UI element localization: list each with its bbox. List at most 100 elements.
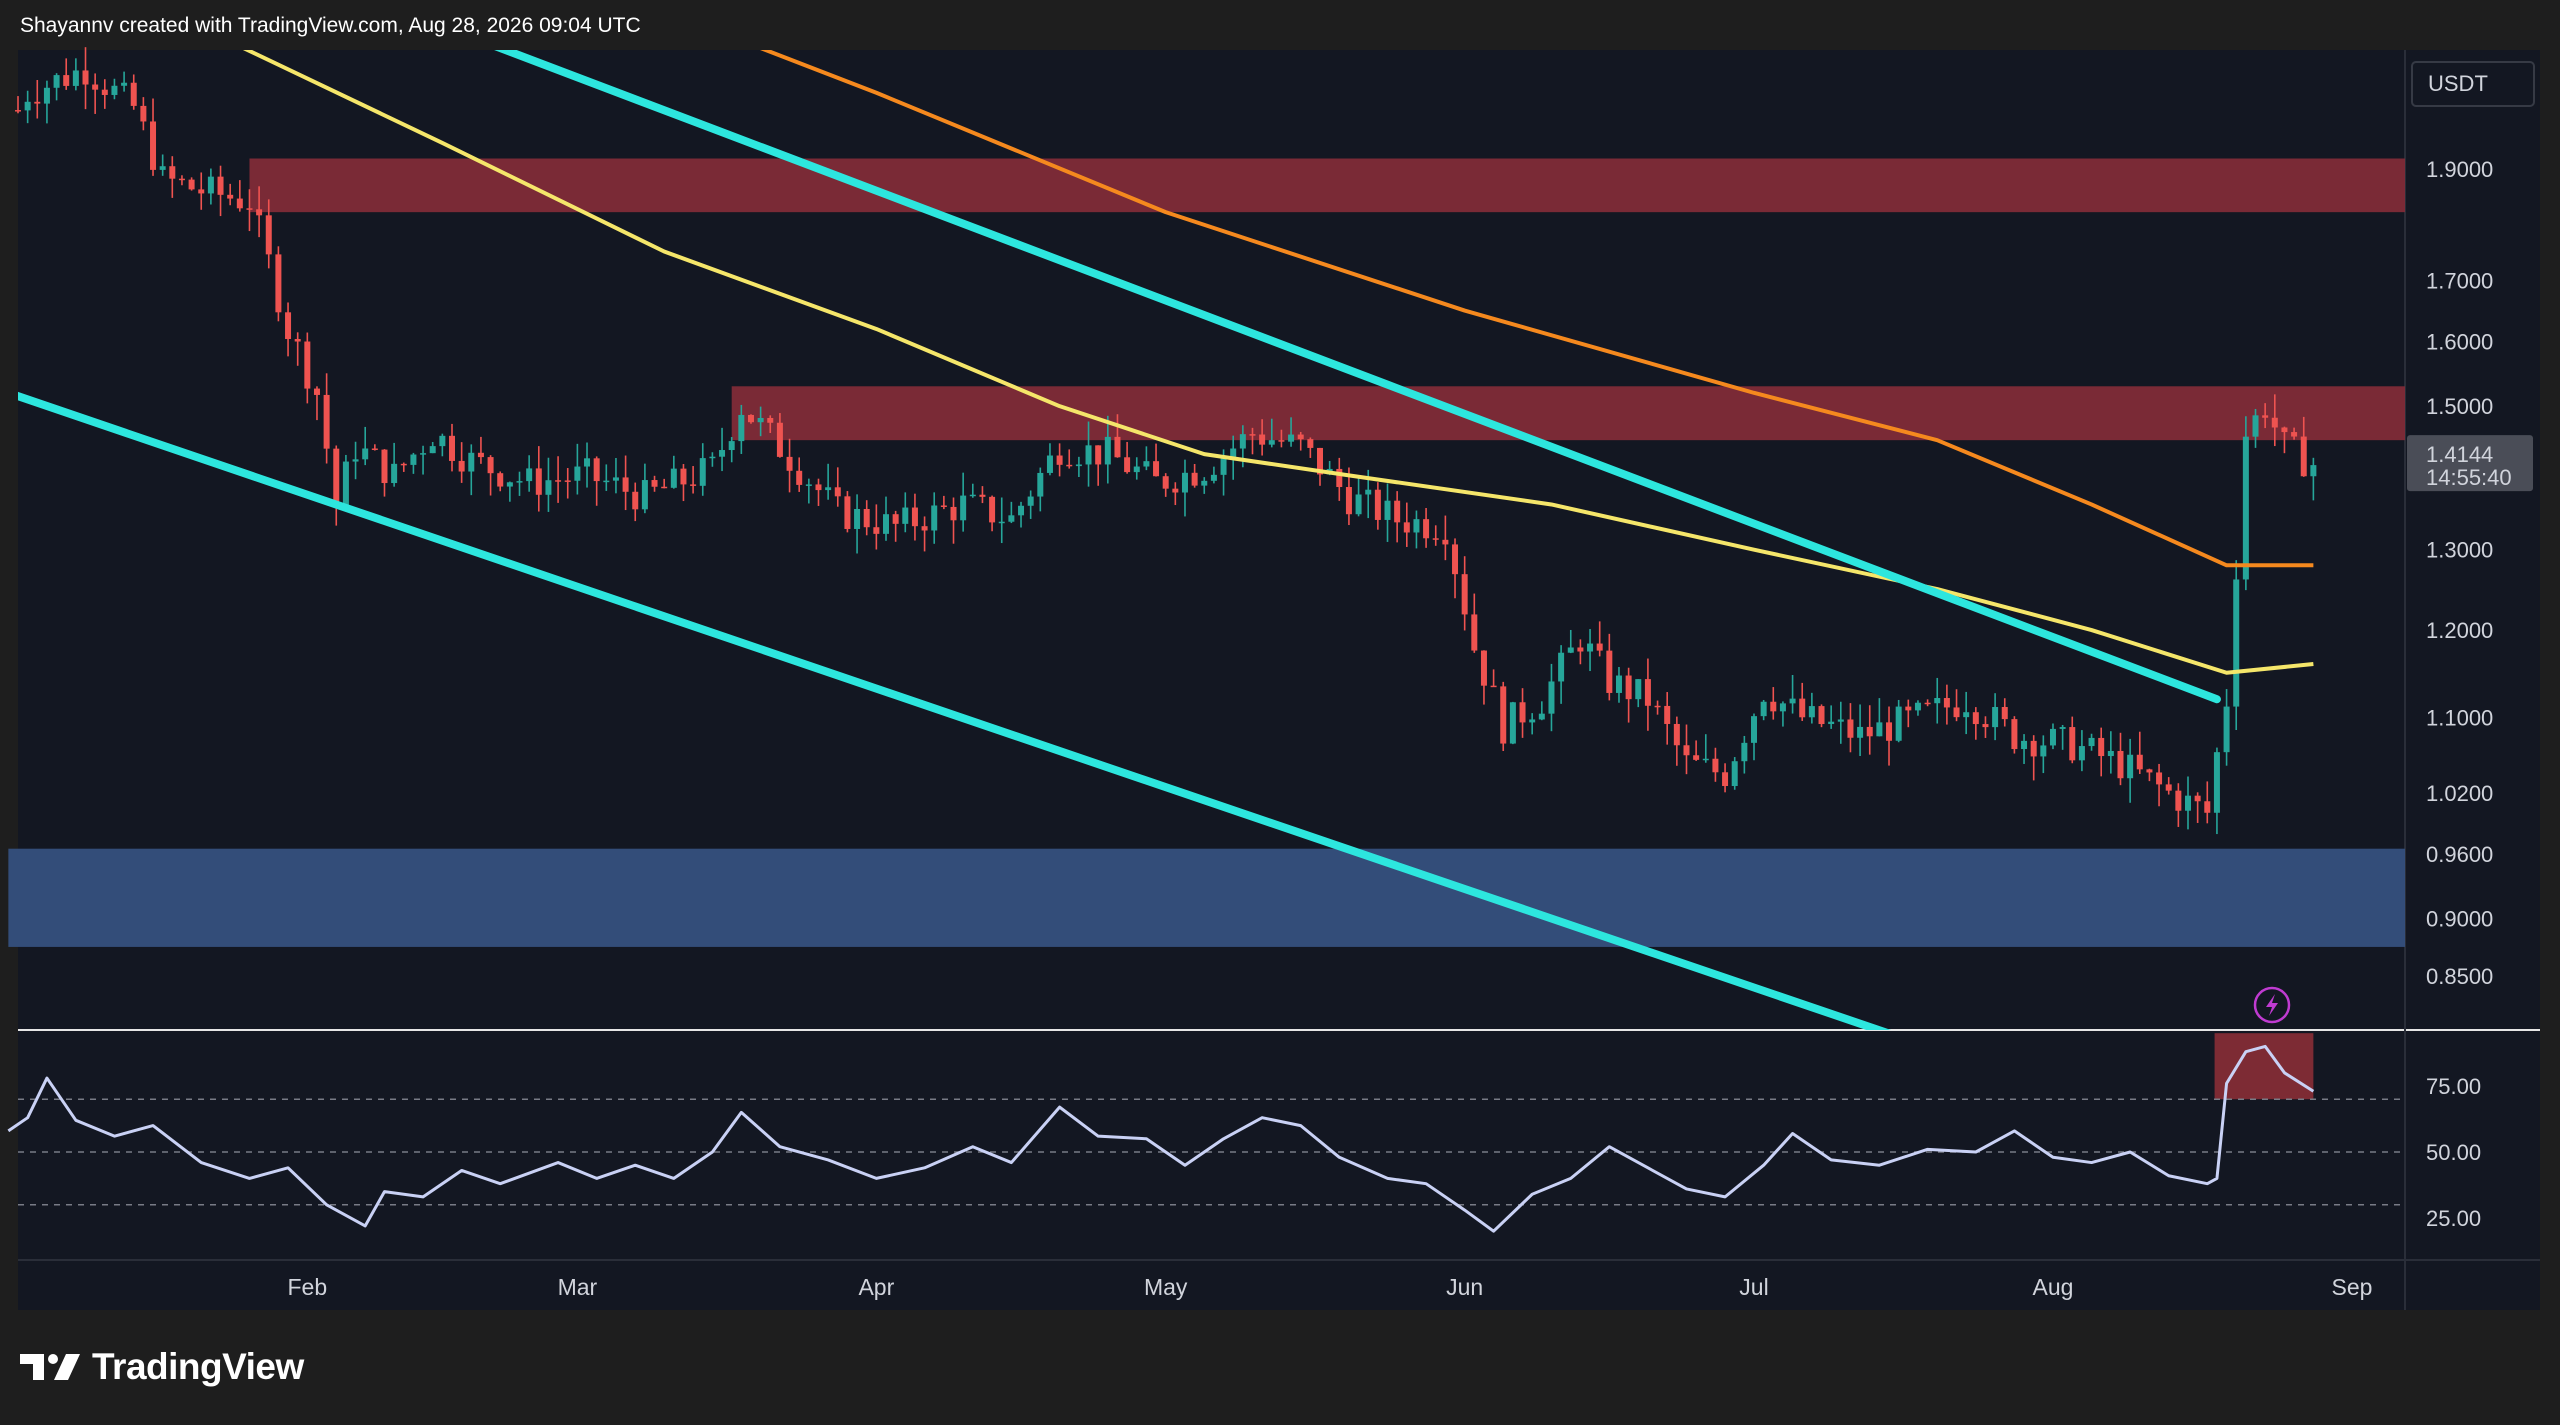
supply-zone-1 — [731, 386, 2405, 441]
candle-body — [468, 452, 475, 472]
candle-body — [1297, 434, 1304, 440]
candle-body — [477, 452, 484, 458]
candle-body — [757, 417, 764, 423]
candle-body — [53, 75, 60, 88]
candle-body — [1268, 440, 1275, 445]
candle-body — [641, 480, 648, 510]
candle-body — [2310, 465, 2317, 477]
candle-body — [1452, 544, 1459, 575]
candle-body — [1615, 675, 1622, 693]
candle-body — [1837, 719, 1844, 722]
candle-body — [1876, 722, 1883, 737]
candle-body — [1480, 650, 1487, 686]
price-tick-label: 0.8500 — [2426, 964, 2493, 989]
candle-body — [1259, 434, 1266, 445]
candle-body — [1943, 698, 1950, 708]
currency-selector — [2411, 61, 2535, 107]
candle-body — [275, 254, 282, 313]
rsi-tick-label: 25.00 — [2426, 1206, 2481, 1231]
candle-body — [1220, 457, 1227, 475]
candle-body — [690, 484, 697, 486]
time-tick-label: Sep — [2331, 1274, 2372, 1300]
candle-body — [1317, 447, 1323, 475]
candle-body — [902, 507, 909, 524]
candle-body — [2242, 436, 2249, 580]
candle-body — [1201, 480, 1208, 486]
candle-body — [661, 486, 668, 489]
candle-body — [2049, 728, 2056, 746]
candle-body — [285, 312, 292, 340]
candle-body — [873, 527, 880, 534]
lightning-bolt — [2266, 994, 2278, 1016]
candle-body — [844, 496, 851, 529]
candle-body — [1085, 445, 1092, 465]
rsi-line — [7, 1044, 2315, 1233]
candle-body — [892, 514, 899, 524]
candle-body — [1953, 707, 1960, 718]
candle-body — [651, 480, 658, 487]
candle-body — [1461, 574, 1468, 615]
candle-body — [1770, 701, 1777, 712]
candle-body — [246, 208, 253, 210]
candle-body — [2088, 737, 2095, 747]
candle-body — [1509, 702, 1516, 744]
candle-body — [854, 508, 861, 529]
candle-body — [294, 339, 301, 342]
chart-attribution: Shayannv created with TradingView.com, A… — [20, 14, 641, 37]
tradingview-wordmark: TradingView — [92, 1346, 304, 1387]
candle-body — [159, 166, 166, 170]
candle-body — [1673, 723, 1680, 746]
candle-body — [526, 468, 533, 482]
candle-body — [304, 341, 311, 389]
candle-body — [439, 435, 446, 447]
candle-body — [1008, 515, 1015, 522]
candle-body — [1992, 706, 1999, 728]
candle-body — [140, 105, 147, 122]
chart-axes: USDT 1.9000 1.7000 1.6000 1.5000 1.3000 1.2000… — [288, 61, 2535, 1300]
candle-body — [863, 508, 870, 528]
candle-body — [2262, 415, 2269, 418]
candle-body — [362, 448, 369, 460]
candle-body — [1423, 519, 1430, 539]
candle-body — [1037, 472, 1044, 497]
candle-body — [2156, 772, 2163, 785]
supply-zone-0 — [249, 158, 2406, 213]
candle-body — [1529, 719, 1536, 723]
candle-body — [1143, 461, 1150, 467]
candle-body — [1558, 652, 1565, 682]
candle-body — [1982, 724, 1989, 728]
candle-body — [198, 189, 205, 194]
price-tick-label: 1.3000 — [2426, 538, 2493, 563]
candle-body — [400, 463, 407, 466]
candle-body — [1239, 434, 1246, 449]
candle-body — [1751, 716, 1757, 743]
candle-body — [497, 473, 504, 487]
channel-lower — [18, 391, 1892, 1030]
candle-body — [1471, 614, 1478, 651]
candle-body — [1345, 487, 1352, 515]
candle-body — [1413, 519, 1420, 533]
price-tick-label: 1.5000 — [2426, 394, 2493, 419]
candle-body — [1567, 647, 1574, 653]
candle-body — [1104, 436, 1111, 465]
candle-body — [883, 514, 889, 534]
currency-label[interactable]: USDT — [2428, 71, 2488, 96]
candle-body — [1712, 758, 1719, 773]
candle-body — [2030, 740, 2037, 757]
candle-body — [1519, 702, 1526, 723]
candle-body — [1654, 705, 1661, 708]
candle-body — [1114, 436, 1121, 458]
chart-overlays — [18, 50, 2314, 1030]
chart-canvas[interactable]: USDT 1.9000 1.7000 1.6000 1.5000 1.3000 1.2000… — [0, 0, 2560, 1320]
candle-body — [1963, 712, 1970, 718]
candle-body — [34, 101, 41, 104]
candle-body — [1635, 679, 1642, 700]
candle-body — [979, 494, 986, 497]
candle-body — [1760, 701, 1767, 717]
time-tick-label: Feb — [288, 1274, 328, 1300]
candle-body — [1587, 643, 1594, 652]
candle-body — [622, 477, 629, 492]
candle-body — [1442, 539, 1449, 545]
candle-body — [1066, 464, 1073, 467]
tradingview-logo[interactable]: TradingView — [20, 1346, 304, 1387]
